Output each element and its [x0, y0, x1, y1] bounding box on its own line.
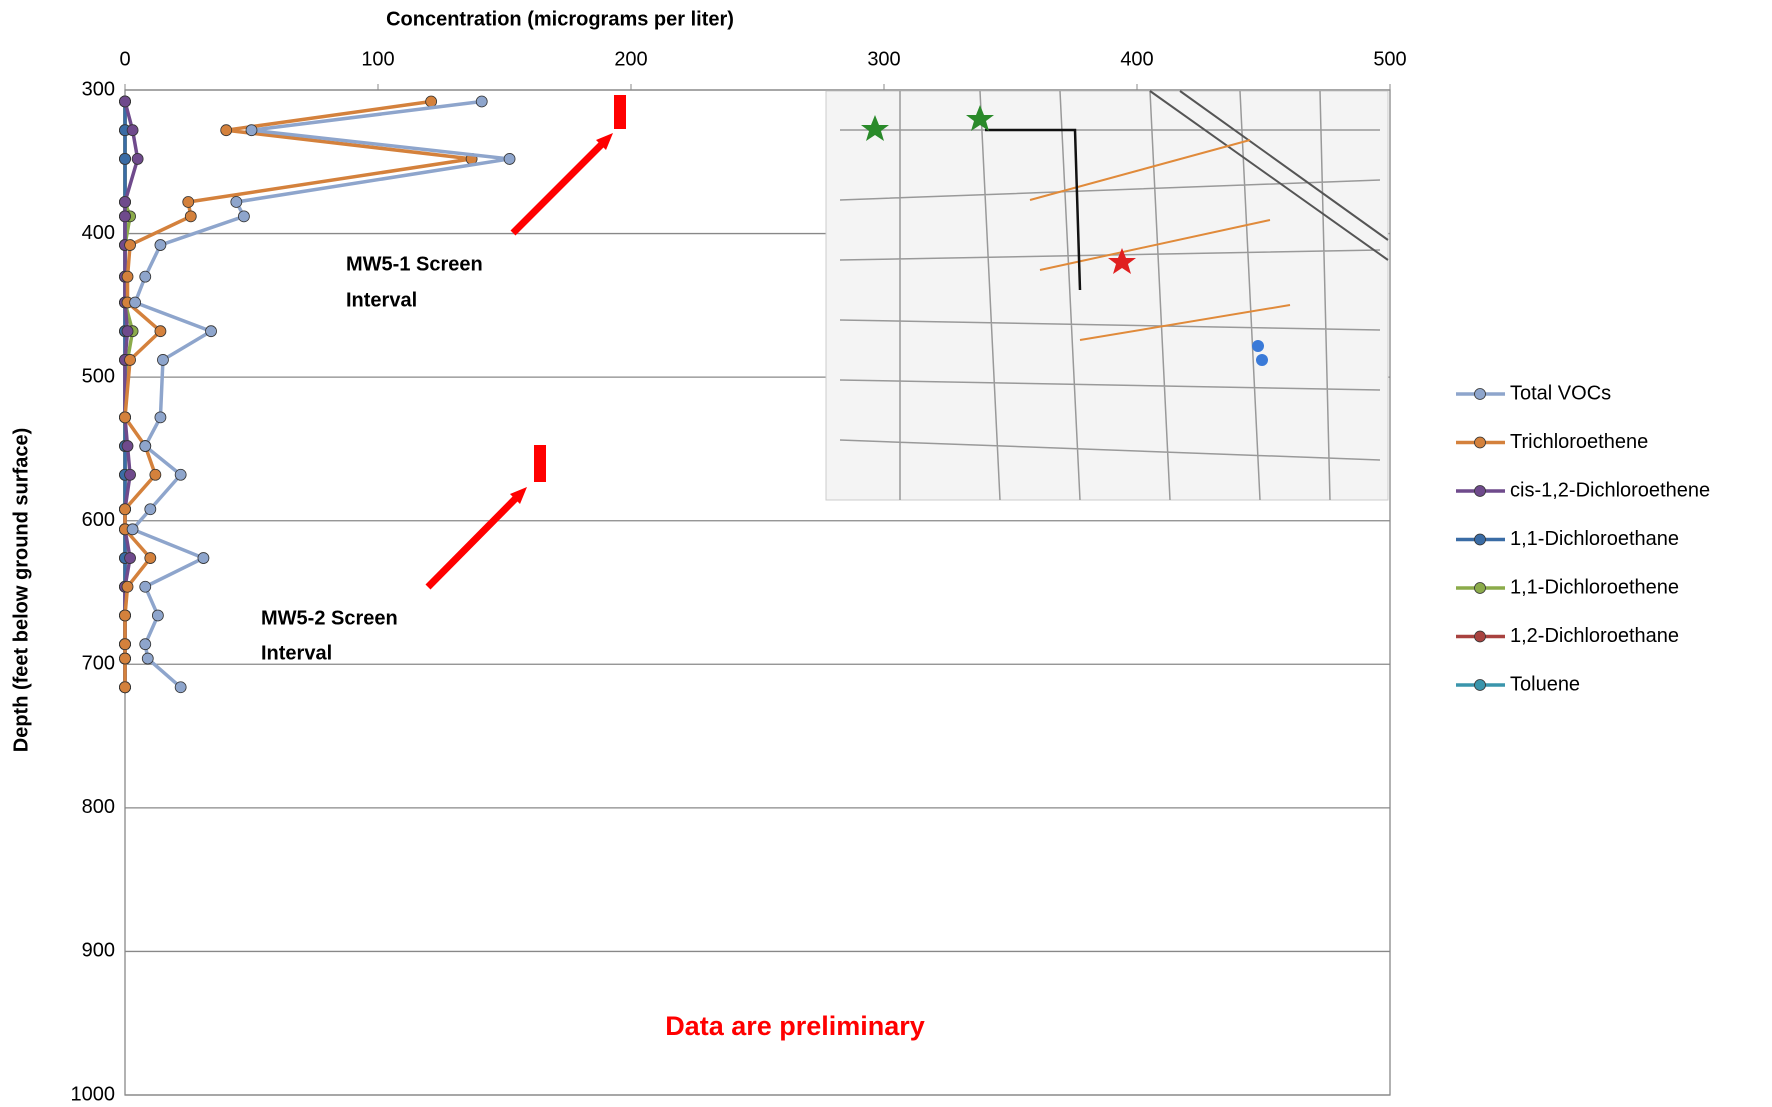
data-point [144, 552, 157, 564]
data-point [129, 296, 142, 309]
annotation: MW5-2 Screen [261, 607, 398, 629]
data-point [119, 638, 131, 651]
data-point [119, 196, 131, 208]
data-point [124, 552, 136, 564]
data-point [119, 153, 131, 165]
y-tick-label: 300 [82, 78, 115, 100]
data-point [119, 411, 131, 424]
x-tick-label: 300 [867, 48, 900, 70]
data-point [121, 440, 134, 452]
legend-label: Trichloroethene [1510, 431, 1648, 453]
legend-marker [1474, 679, 1486, 691]
legend-marker [1474, 436, 1486, 449]
data-point [119, 503, 131, 516]
legend-label: 1,1-Dichloroethene [1510, 576, 1679, 598]
x-tick-label: 200 [614, 48, 647, 70]
data-point [139, 580, 152, 593]
data-point [425, 95, 438, 108]
data-point [139, 440, 152, 452]
data-point [119, 609, 131, 622]
map-inset [825, 90, 1389, 501]
data-point [131, 153, 144, 165]
data-point [121, 325, 134, 338]
data-point [126, 124, 139, 137]
data-point [197, 552, 210, 564]
data-point [124, 468, 136, 481]
data-point [154, 411, 167, 424]
data-point [174, 681, 187, 694]
legend-marker [1474, 388, 1486, 400]
series-line [123, 99, 472, 688]
data-point [154, 325, 167, 338]
data-point [119, 210, 131, 223]
screen-interval-markers [425, 95, 626, 590]
legend-marker [1474, 485, 1486, 497]
data-point [184, 210, 197, 223]
chart-title: Concentration (micrograms per liter) [386, 8, 734, 30]
data-point [174, 468, 187, 481]
annotation: Interval [346, 289, 417, 311]
data-point [151, 609, 164, 622]
data-point [238, 210, 250, 223]
x-tick-label: 500 [1373, 48, 1406, 70]
legend-marker [1474, 630, 1486, 643]
data-point [121, 580, 134, 593]
x-tick-label: 0 [119, 48, 130, 70]
annotation: Data are preliminary [665, 1011, 925, 1041]
data-point [475, 95, 488, 108]
data-point [139, 270, 152, 283]
data-point [119, 95, 131, 108]
y-tick-label: 600 [82, 509, 115, 531]
data-point [126, 523, 139, 536]
data-point [230, 196, 243, 208]
data-point [220, 124, 233, 137]
data-point [119, 681, 131, 694]
data-point [121, 270, 134, 283]
legend-label: Toluene [1510, 673, 1580, 695]
data-point [182, 196, 195, 208]
legend-label: 1,2-Dichloroethane [1510, 625, 1679, 647]
data-point [154, 239, 167, 251]
legend-label: 1,1-Dichloroethane [1510, 528, 1679, 550]
legend-marker [1474, 533, 1486, 546]
y-axis-label: Depth (feet below ground surface) [10, 428, 32, 752]
data-point [124, 354, 136, 366]
x-tick-label: 100 [361, 48, 394, 70]
data-point [149, 468, 162, 481]
data-point [139, 638, 152, 651]
data-point [119, 652, 131, 665]
data-point [141, 652, 154, 665]
y-tick-label: 500 [82, 365, 115, 387]
legend-label: Total VOCs [1510, 382, 1611, 404]
annotation: Interval [261, 642, 332, 664]
legend-label: cis-1,2-Dichloroethene [1510, 479, 1710, 501]
data-point [205, 325, 217, 338]
annotation: MW5-1 Screen [346, 253, 483, 275]
series-line [129, 99, 510, 689]
y-tick-label: 400 [82, 222, 115, 244]
x-tick-label: 400 [1120, 48, 1153, 70]
data-point [124, 239, 136, 251]
legend-marker [1474, 582, 1486, 594]
data-point [245, 124, 258, 137]
data-point [144, 503, 157, 516]
data-point [503, 153, 516, 165]
y-tick-label: 900 [82, 940, 115, 962]
y-tick-label: 700 [82, 653, 115, 675]
data-point [157, 354, 169, 366]
y-tick-label: 800 [82, 796, 115, 818]
y-tick-label: 1000 [71, 1083, 116, 1105]
